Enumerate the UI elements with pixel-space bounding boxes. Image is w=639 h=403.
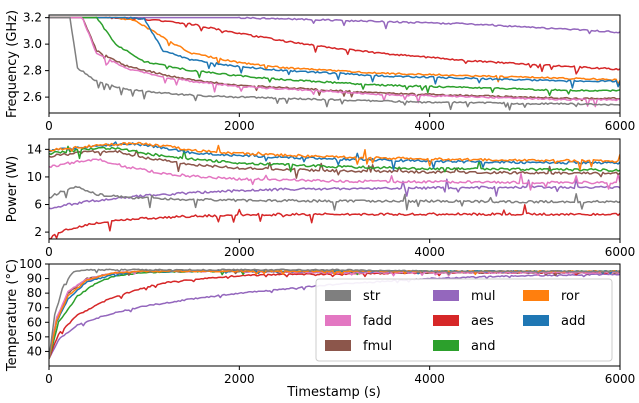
legend: str fadd fmul mul aes and ror add	[315, 278, 613, 362]
legend-label: and	[471, 339, 495, 354]
legend-label: fmul	[363, 339, 392, 354]
y-tick-label: 6	[34, 198, 42, 212]
y-tick-label: 40	[27, 344, 42, 358]
x-tick-label: 2000	[224, 372, 255, 386]
series-line-fadd	[49, 158, 620, 191]
series-group	[49, 268, 620, 360]
legend-swatch	[433, 290, 459, 301]
x-tick-label: 0	[45, 119, 53, 133]
x-tick-label: 6000	[605, 372, 636, 386]
series-line-str	[49, 16, 620, 111]
series-line-ror	[49, 141, 620, 171]
y-tick-label: 3.0	[23, 37, 42, 51]
y-axis-label: Frequency (GHz)	[5, 10, 20, 118]
panel-power: 2 6 10 14 0 2000 4000 6000 Power (W)	[5, 138, 636, 259]
series-line-aes	[49, 204, 620, 239]
legend-swatch	[325, 315, 351, 326]
series-line-mul	[49, 178, 620, 210]
legend-item-fadd: fadd	[325, 314, 392, 329]
y-axis-label: Temperature (°C)	[5, 259, 20, 372]
x-tick-label: 0	[45, 245, 53, 259]
y-tick-label: 70	[27, 301, 42, 315]
x-tick-label: 4000	[414, 245, 445, 259]
y-tick-label: 60	[27, 315, 42, 329]
y-tick-label: 14	[27, 142, 42, 156]
y-tick-label: 3.2	[23, 11, 42, 25]
x-axis-label: Timestamp (s)	[286, 385, 381, 400]
legend-swatch	[523, 290, 549, 301]
legend-item-fmul: fmul	[325, 339, 392, 354]
series-group	[49, 141, 620, 239]
y-tick-label: 2	[34, 225, 42, 239]
panel-frequency: 2.6 2.8 3.0 3.2 0 2000 4000 6000 Frequency (GHz)	[5, 10, 635, 133]
legend-item-ror: ror	[523, 289, 580, 304]
x-tick-label: 6000	[605, 245, 636, 259]
y-tick-label: 90	[27, 272, 42, 286]
series-line-fadd	[49, 16, 620, 108]
legend-label: add	[561, 314, 585, 329]
x-tick-label: 4000	[414, 372, 445, 386]
x-tick-label: 0	[45, 372, 53, 386]
x-tick-label: 2000	[224, 245, 255, 259]
x-tick-label: 2000	[224, 119, 255, 133]
legend-swatch	[523, 315, 549, 326]
y-tick-label: 50	[27, 330, 42, 344]
legend-item-mul: mul	[433, 289, 496, 304]
series-line-ror	[49, 16, 620, 85]
legend-label: aes	[471, 314, 494, 329]
legend-swatch	[433, 315, 459, 326]
axes-frame	[48, 138, 621, 240]
y-tick-label: 2.8	[23, 64, 42, 78]
axes-frame	[48, 263, 621, 367]
axes-frame	[48, 14, 621, 114]
series-line-str	[49, 268, 620, 359]
x-tick-label: 6000	[605, 119, 636, 133]
series-line-add	[49, 141, 620, 171]
y-tick-label: 100	[19, 257, 42, 271]
series-line-add	[49, 16, 620, 89]
legend-label: fadd	[363, 314, 392, 329]
series-line-and	[49, 145, 620, 173]
legend-label: str	[363, 289, 381, 304]
series-line-fmul	[49, 16, 620, 102]
y-tick-label: 80	[27, 286, 42, 300]
legend-item-and: and	[433, 339, 495, 354]
legend-swatch	[325, 340, 351, 351]
x-tick-label: 4000	[414, 119, 445, 133]
series-group	[49, 16, 620, 111]
series-line-and	[49, 16, 620, 97]
y-tick-label: 10	[27, 170, 42, 184]
legend-item-str: str	[325, 289, 381, 304]
legend-item-aes: aes	[433, 314, 494, 329]
legend-item-add: add	[523, 314, 585, 329]
series-line-fmul	[49, 149, 620, 179]
y-axis-label: Power (W)	[5, 156, 20, 222]
legend-swatch	[433, 340, 459, 351]
legend-swatch	[325, 290, 351, 301]
legend-label: ror	[561, 289, 580, 304]
series-line-str	[49, 185, 620, 211]
y-tick-label: 2.6	[23, 90, 42, 104]
legend-label: mul	[471, 289, 496, 304]
